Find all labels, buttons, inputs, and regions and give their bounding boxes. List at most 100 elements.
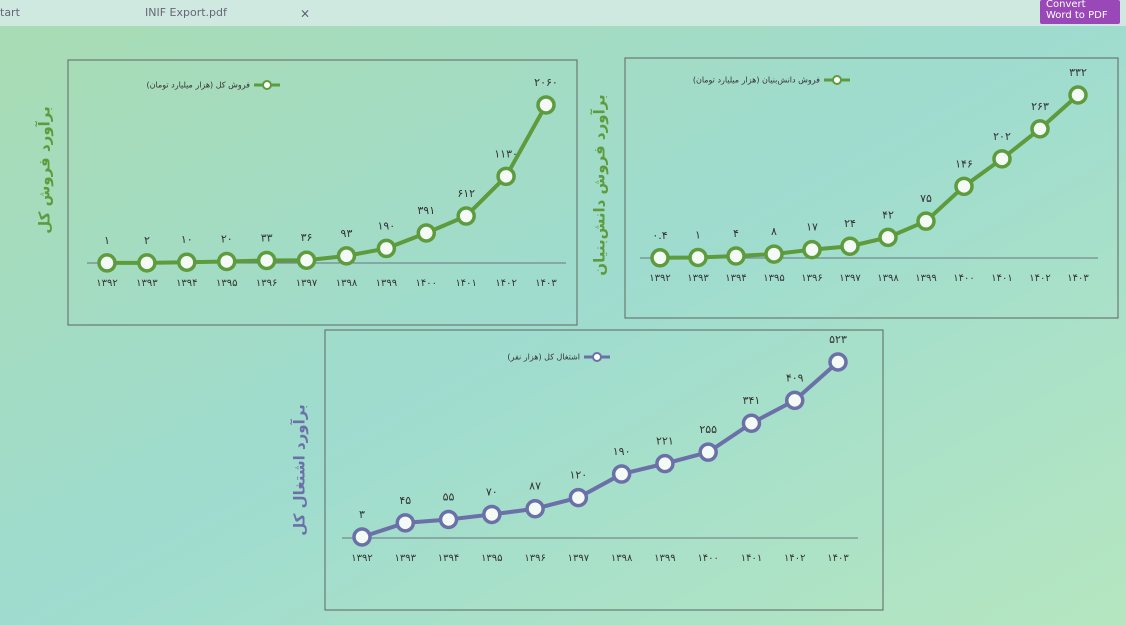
x-tick-label: ۱۳۹۴ [176,278,197,289]
data-label: ۹۳ [341,227,353,240]
data-label: ۳۳ [261,231,273,244]
data-point [655,453,675,474]
data-label: ۳۳۲ [1069,66,1087,79]
x-tick-label: ۱۴۰۳ [1067,273,1089,284]
data-point [97,253,117,273]
button-text[interactable]: Convert [1046,0,1086,10]
button-text[interactable]: Word to PDF [1046,10,1108,21]
tab-title[interactable]: INIF Export.pdf [145,6,228,19]
chart-frame [624,57,1119,319]
data-label: ۱۲۰ [569,469,587,482]
data-label: ۲۰ [221,232,233,245]
x-tick-label: ۱۳۹۲ [351,553,372,564]
x-tick-label: ۱۴۰۳ [535,278,557,289]
x-tick-label: ۱۳۹۴ [438,553,459,564]
data-point [536,95,556,115]
data-label: ۳۶ [301,231,313,244]
data-label: ۶۱۲ [457,187,475,200]
x-tick-label: ۱۳۹۴ [725,273,746,284]
data-point [352,527,372,547]
data-label: ۱ [104,234,110,247]
data-label: ۴ [733,227,739,240]
data-label: ۴۰۹ [786,371,804,384]
data-label: ۲۶۳ [1031,100,1049,113]
x-tick-label: ۱۳۹۵ [481,553,502,564]
data-point [954,176,974,197]
x-tick-label: ۱۳۹۷ [839,273,861,284]
x-tick-label: ۱۳۹۶ [524,553,545,564]
data-point [137,253,157,273]
data-point [376,238,397,259]
legend-label: فروش کل (هزار میلیارد تومان) [147,81,251,90]
data-label: ۱۰ [181,233,193,246]
data-point [650,248,670,268]
y-axis-label: برآورد فروش دانش‌بنیان [591,94,609,275]
data-label: ۵۵ [443,490,455,503]
x-tick-label: ۱۳۹۷ [568,553,590,564]
x-tick-label: ۱۴۰۱ [741,553,762,564]
data-point [496,166,516,187]
x-tick-label: ۱۳۹۹ [654,553,675,564]
x-tick-label: ۱۳۹۸ [336,278,358,289]
data-point [992,149,1012,169]
data-point [741,413,762,433]
data-point [416,223,437,243]
data-point [1030,119,1050,139]
x-tick-label: ۱۳۹۳ [395,553,417,564]
data-point [296,250,317,270]
x-tick-label: ۱۳۹۹ [376,278,397,289]
data-point [438,509,459,530]
x-tick-label: ۱۴۰۰ [697,553,718,564]
data-point [698,442,718,462]
data-point [726,246,746,266]
data-label: ۱ [695,229,701,242]
data-label: ۱۱۳۰ [494,147,518,160]
data-label: ۳۹۱ [417,204,435,217]
data-label: ۱۴۶ [955,157,973,170]
tab-bar [0,0,1126,26]
data-point [216,251,237,272]
data-point [525,498,545,519]
data-point [828,352,848,372]
data-label: ۴۵ [399,494,411,507]
data-label: ۲۲۱ [656,435,674,448]
data-label: ۷۵ [920,192,932,205]
x-tick-label: ۱۳۹۹ [915,273,936,284]
data-point [568,487,589,508]
data-point [336,246,357,266]
data-label: ۵۲۳ [829,333,847,346]
data-point [456,206,476,226]
data-point [878,227,898,248]
legend-marker [592,352,602,362]
data-label: ۴۲ [882,208,894,221]
legend-label: فروش دانش‌بنیان (هزار میلیارد تومان) [693,76,820,85]
x-tick-label: ۱۴۰۱ [455,278,476,289]
x-tick-label: ۱۴۰۳ [827,553,849,564]
x-tick-label: ۱۴۰۱ [991,273,1012,284]
data-label: ۸۷ [529,480,541,493]
y-axis-label: برآورد فروش کل [36,106,54,234]
x-tick-label: ۱۳۹۳ [136,278,158,289]
x-tick-label: ۱۳۹۸ [611,553,633,564]
data-label: ۲۰۶۰ [534,76,558,89]
data-point [802,239,822,260]
x-tick-label: ۱۳۹۲ [96,278,117,289]
chart-frame [324,329,884,611]
data-label: ۰.۴ [652,229,667,242]
x-tick-label: ۱۳۹۸ [877,273,899,284]
x-tick-label: ۱۳۹۵ [763,273,784,284]
data-label: ۳ [359,508,365,521]
tab-label[interactable]: tart [0,6,21,19]
data-point [1068,85,1088,105]
data-label: ۳۴۱ [743,394,761,407]
data-point [688,247,708,268]
data-label: ۸ [771,225,777,238]
convert-button[interactable] [1040,0,1120,24]
tab-close[interactable]: × [300,7,310,21]
data-label: ۲۰۲ [993,130,1011,143]
x-tick-label: ۱۴۰۰ [416,278,437,289]
data-point [482,504,502,525]
legend-marker [832,75,842,85]
